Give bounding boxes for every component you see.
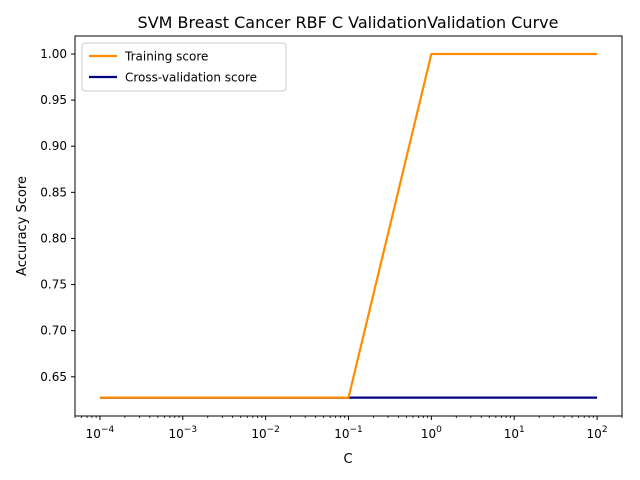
- y-tick-label: 0.75: [40, 278, 67, 292]
- y-tick-label: 0.65: [40, 370, 67, 384]
- y-tick-label: 1.00: [40, 47, 67, 61]
- axes-frame: [74, 35, 623, 417]
- y-axis: 0.65 0.70 0.75 0.80 0.85 0.90 0.95 1.00: [40, 47, 75, 384]
- x-axis-label: C: [343, 452, 352, 467]
- y-tick-label: 0.70: [40, 324, 67, 338]
- x-tick-label: 10−1: [334, 425, 363, 441]
- legend-label-cross-validation: Cross-validation score: [125, 71, 257, 85]
- x-tick-label: 10−4: [86, 425, 115, 441]
- y-tick-label: 0.80: [40, 231, 67, 245]
- legend: Training score Cross-validation score: [81, 42, 287, 92]
- plot-area: [99, 52, 598, 399]
- x-tick-label: 100: [421, 425, 442, 441]
- x-tick-label: 10−3: [169, 425, 198, 441]
- x-tick-label: 102: [587, 425, 608, 441]
- legend-box: [81, 42, 287, 92]
- x-tick-label: 101: [504, 425, 525, 441]
- x-axis: 10−4 10−3 10−2 10−1 100 101 102: [74, 416, 623, 441]
- y-tick-label: 0.95: [40, 93, 67, 107]
- y-tick-label: 0.85: [40, 185, 67, 199]
- series-line-training-score: [99, 52, 598, 399]
- chart-title: SVM Breast Cancer RBF C ValidationValida…: [138, 13, 559, 32]
- y-tick-label: 0.90: [40, 139, 67, 153]
- y-axis-label: Accuracy Score: [15, 176, 30, 276]
- legend-label-training: Training score: [124, 50, 208, 64]
- x-tick-label: 10−2: [251, 425, 280, 441]
